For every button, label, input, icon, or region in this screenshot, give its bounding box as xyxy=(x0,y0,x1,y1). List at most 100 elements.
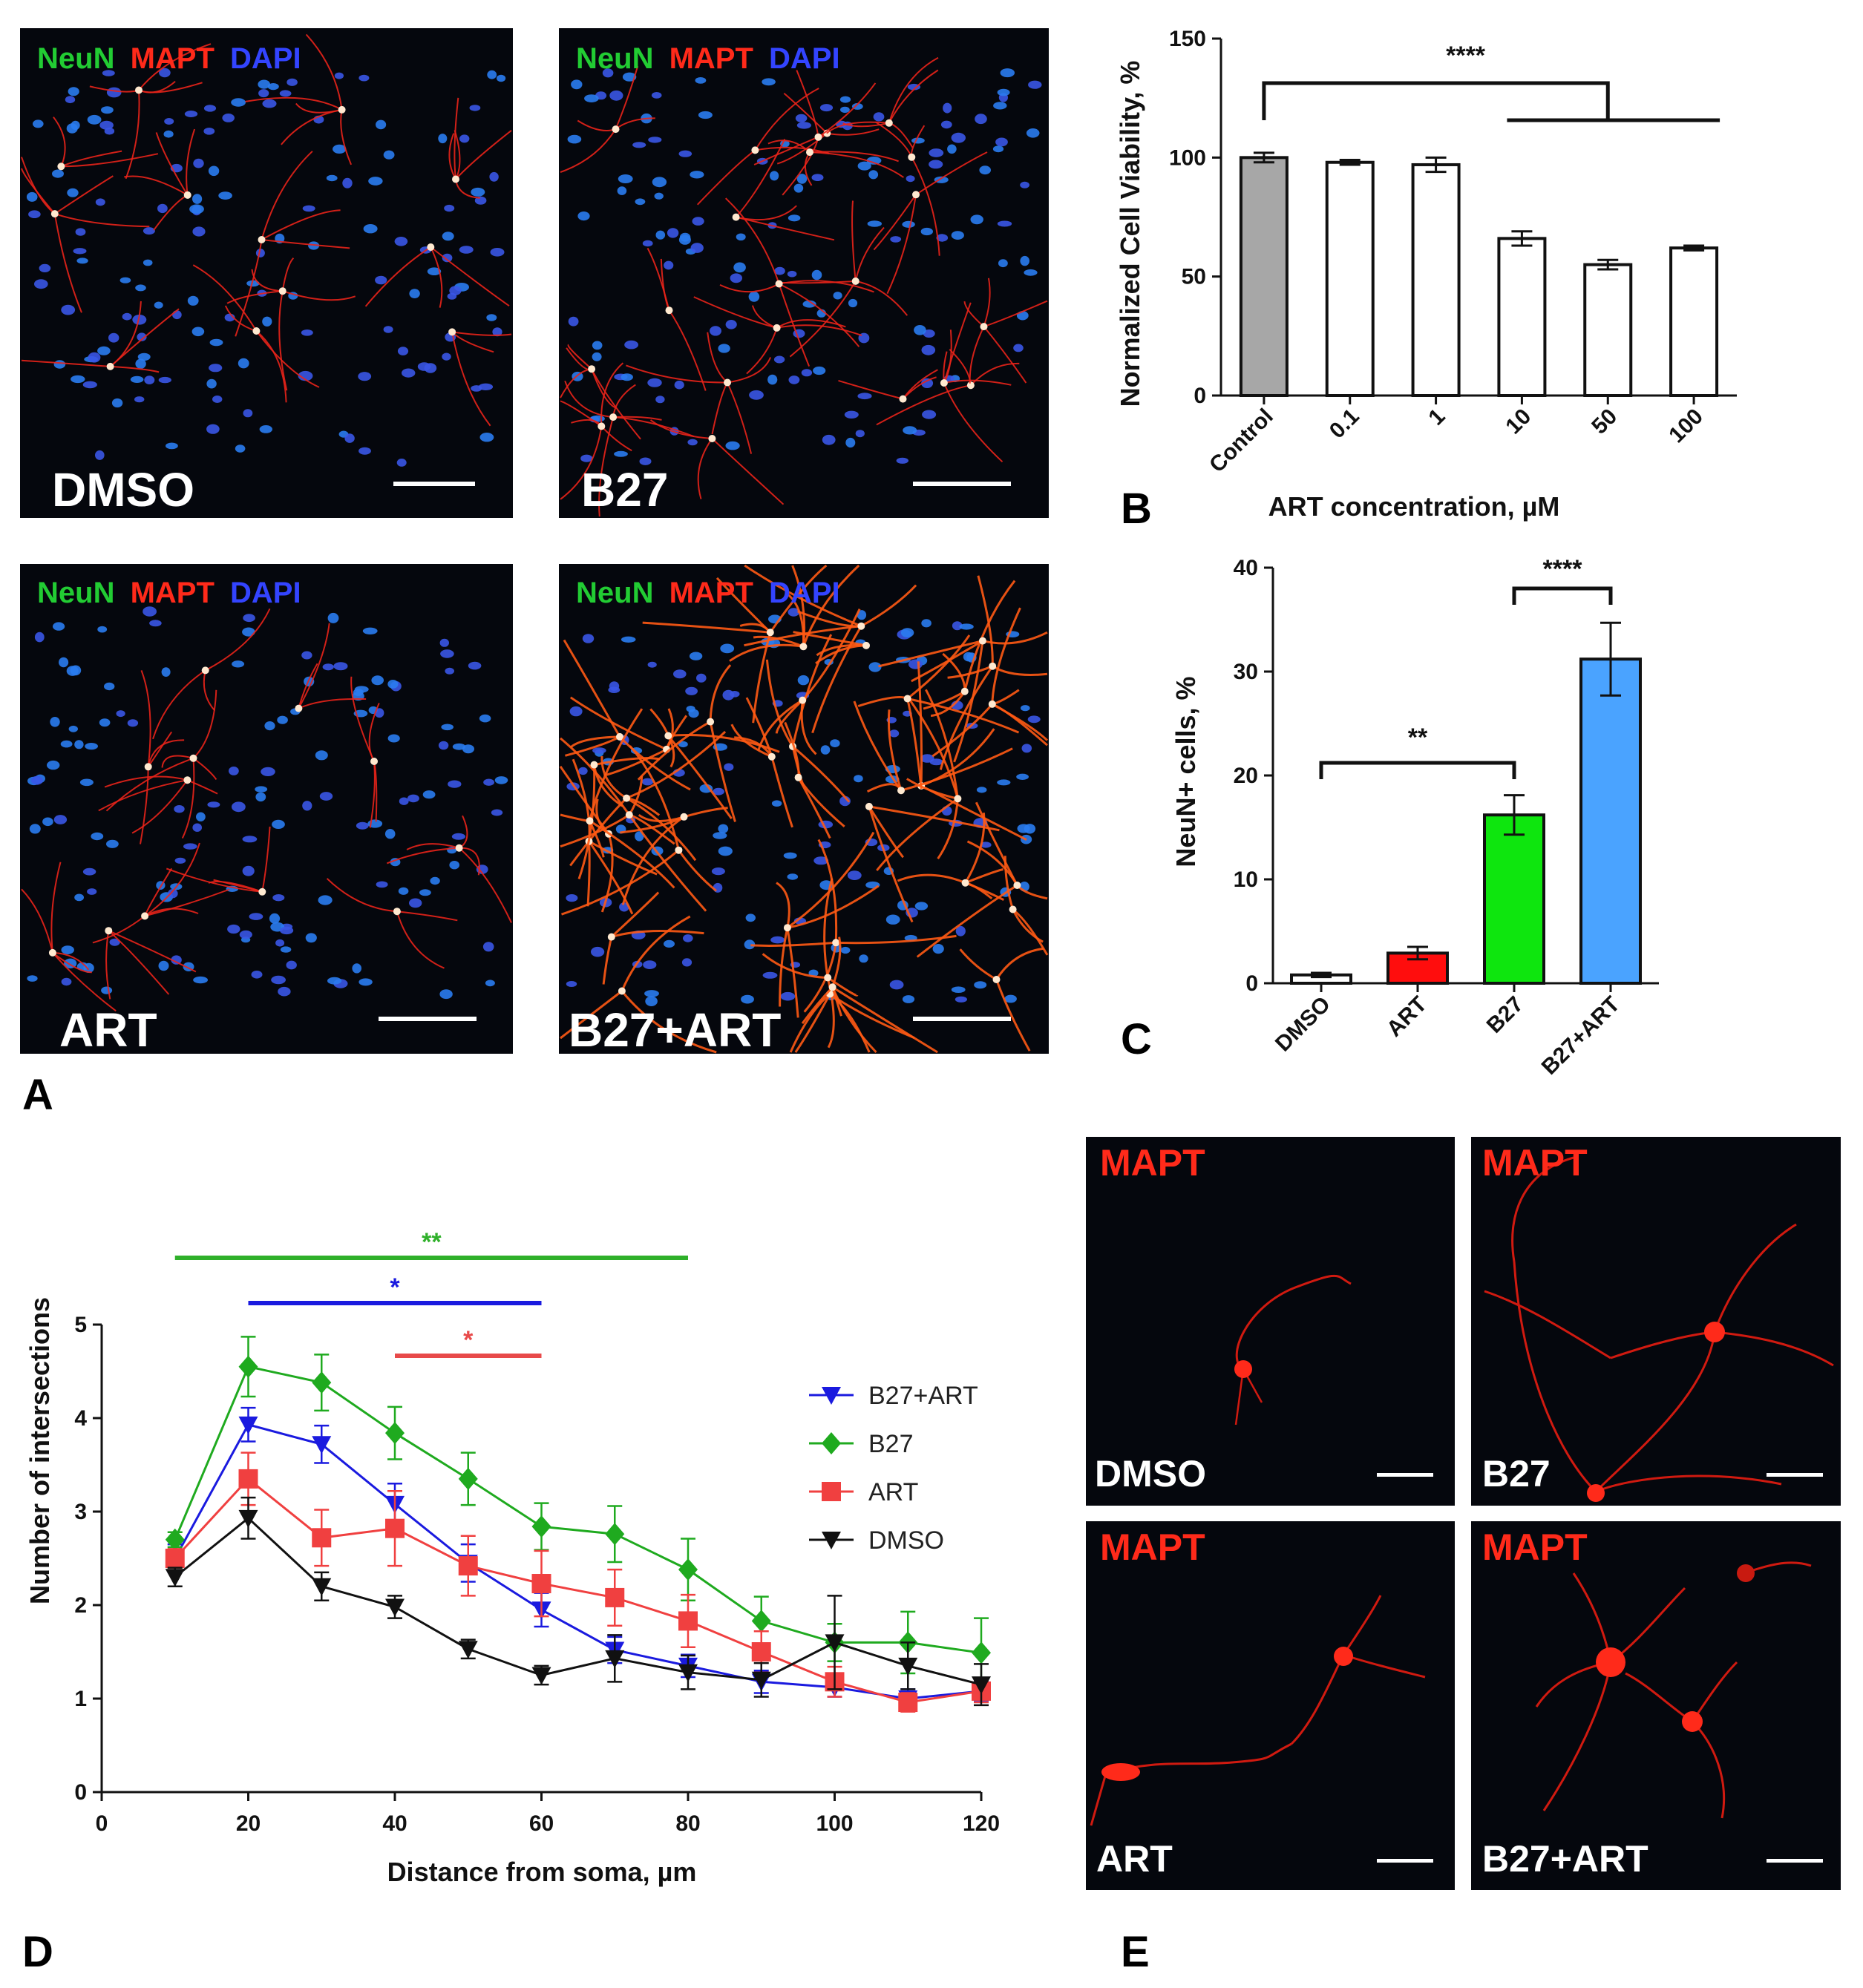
error-bar xyxy=(1597,258,1619,271)
label-mapt: MAPT xyxy=(1482,1142,1588,1184)
data-point xyxy=(458,1556,478,1576)
data-point xyxy=(605,1650,625,1668)
condition-label: DMSO xyxy=(1095,1453,1206,1495)
data-point xyxy=(312,1528,332,1548)
significance-label: **** xyxy=(1543,555,1583,583)
series-art xyxy=(165,1451,991,1713)
scale-bar xyxy=(393,482,475,486)
panel-e-micrographs: MAPT DMSO MAPT B27 MAPT ART xyxy=(1086,1137,1841,1976)
legend-item: B27+ART xyxy=(809,1382,978,1410)
data-point xyxy=(822,1532,841,1549)
data-point xyxy=(898,1657,918,1676)
legend-label: B27+ART xyxy=(868,1382,978,1410)
condition-label: B27+ART xyxy=(569,1003,781,1057)
label-neun: NeuN xyxy=(37,577,114,609)
svg-text:NeuN MAPT DAPI: NeuN MAPT DAPI xyxy=(37,42,301,75)
x-tick-label: ART xyxy=(1382,992,1432,1042)
data-point xyxy=(165,1569,185,1587)
condition-label: B27 xyxy=(581,463,668,516)
error-bar xyxy=(1253,151,1274,164)
label-neun: NeuN xyxy=(576,577,653,609)
data-point xyxy=(531,1574,551,1594)
y-tick-label: 3 xyxy=(74,1500,87,1524)
y-tick-label: 10 xyxy=(1234,867,1258,892)
significance-bracket xyxy=(1262,81,1720,122)
condition-label: ART xyxy=(59,1003,157,1057)
panel-letter-d: D xyxy=(22,1928,53,1976)
condition-label: B27+ART xyxy=(1482,1838,1648,1880)
series-b27-art xyxy=(165,1406,991,1709)
svg-text:NeuN MAPT DAPI: NeuN MAPT DAPI xyxy=(37,577,301,609)
x-tick-label: 1 xyxy=(1424,404,1450,430)
series-line xyxy=(174,1477,982,1704)
scale-bar xyxy=(379,1017,477,1021)
x-axis-title: ART concentration, µM xyxy=(1268,491,1560,522)
label-mapt: MAPT xyxy=(131,42,215,75)
micrograph-e-dmso: MAPT DMSO xyxy=(1086,1137,1455,1506)
y-tick-label: 4 xyxy=(74,1406,87,1431)
scale-bar xyxy=(1767,1473,1823,1477)
y-tick-label: 0 xyxy=(74,1780,87,1805)
label-dapi: DAPI xyxy=(769,42,840,75)
micrograph-a-b27-art: NeuN MAPT DAPI B27+ART xyxy=(559,564,1049,1057)
data-point xyxy=(972,1641,991,1664)
panel-a-micrographs: NeuN MAPT DAPI DMSO NeuN MAPT DAPI B27 N xyxy=(20,28,1049,1119)
y-tick-label: 0 xyxy=(1245,971,1258,996)
data-point xyxy=(825,1634,845,1653)
x-tick-label: 10 xyxy=(1501,404,1536,439)
legend-label: ART xyxy=(868,1478,918,1506)
data-point xyxy=(385,1598,405,1617)
series-line xyxy=(174,1423,982,1700)
x-tick-label: 40 xyxy=(382,1811,407,1836)
data-point xyxy=(385,1518,405,1538)
significance-label: **** xyxy=(1446,42,1486,70)
micrograph-e-b27-art: MAPT B27+ART xyxy=(1471,1521,1841,1890)
data-point xyxy=(165,1549,185,1568)
scale-bar xyxy=(913,1017,1011,1021)
series-line xyxy=(174,1365,982,1654)
error-bar xyxy=(1600,621,1621,697)
data-point xyxy=(822,1432,841,1454)
scale-bar xyxy=(1377,1859,1433,1863)
micrograph-e-art: MAPT ART xyxy=(1086,1521,1455,1890)
panel-letter-c: C xyxy=(1121,1015,1152,1063)
data-point xyxy=(238,1416,258,1434)
x-tick-label: 100 xyxy=(816,1811,853,1836)
scale-bar xyxy=(1377,1473,1433,1477)
data-point xyxy=(531,1515,551,1538)
legend-item: DMSO xyxy=(809,1526,944,1555)
x-tick-label: DMSO xyxy=(1271,992,1335,1057)
label-neun: NeuN xyxy=(576,42,653,75)
legend-label: B27 xyxy=(868,1430,914,1458)
svg-text:NeuN MAPT DAPI: NeuN MAPT DAPI xyxy=(576,42,840,75)
condition-label: DMSO xyxy=(52,463,194,516)
data-point xyxy=(751,1671,771,1690)
data-point xyxy=(751,1610,771,1633)
micrograph-e-b27: MAPT B27 xyxy=(1471,1137,1841,1506)
significance-label: * xyxy=(390,1273,400,1302)
bar xyxy=(1583,263,1633,397)
y-tick-label: 150 xyxy=(1169,27,1206,51)
data-point xyxy=(678,1558,698,1581)
y-axis-title: Number of intersections xyxy=(24,1297,55,1604)
panel-letter-b: B xyxy=(1121,485,1152,533)
legend: B27+ART B27 ART DMSO xyxy=(809,1382,978,1555)
error-bar xyxy=(1683,244,1705,252)
y-tick-label: 50 xyxy=(1182,265,1206,289)
legend-item: ART xyxy=(809,1478,918,1506)
data-point xyxy=(238,1469,258,1489)
bar xyxy=(1325,160,1375,397)
bar xyxy=(1497,237,1547,397)
label-mapt: MAPT xyxy=(131,577,215,609)
label-dapi: DAPI xyxy=(230,577,301,609)
significance-label: ** xyxy=(422,1228,442,1256)
x-tick-label: 0.1 xyxy=(1325,404,1364,444)
label-dapi: DAPI xyxy=(230,42,301,75)
data-point xyxy=(458,1467,478,1490)
x-axis-title: Distance from soma, µm xyxy=(387,1857,697,1887)
data-point xyxy=(458,1641,478,1659)
data-point xyxy=(972,1676,991,1695)
condition-label: B27 xyxy=(1482,1453,1551,1495)
legend-item: B27 xyxy=(809,1430,914,1458)
